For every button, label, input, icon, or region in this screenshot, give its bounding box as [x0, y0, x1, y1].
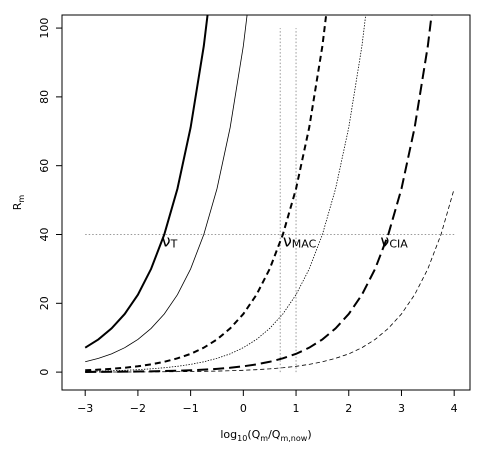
x-axis-label-part: m: [260, 434, 268, 443]
series-line: [85, 15, 328, 372]
annotation-sub: T: [170, 237, 178, 250]
series-line: [84, 15, 209, 349]
y-tick-label: 100: [38, 18, 51, 39]
annotation-symbol: ν: [283, 231, 292, 250]
x-tick-label: −2: [130, 402, 146, 415]
y-tick-label: 80: [38, 90, 51, 104]
y-axis-label-part: m: [17, 195, 26, 203]
annotation-sub: MAC: [292, 237, 317, 250]
y-tick-label: 20: [38, 296, 51, 310]
series-line: [85, 188, 455, 373]
annotation-symbol: ν: [380, 231, 389, 250]
y-tick-label: 0: [38, 369, 51, 376]
annotation-symbol: ν: [162, 231, 171, 250]
annotation: νMAC: [283, 231, 317, 251]
x-tick-label: 4: [451, 402, 458, 415]
plot-frame: [61, 14, 471, 391]
x-axis-label: log10(Qm/Qm,now): [220, 428, 311, 443]
annotation-sub: CIA: [389, 237, 408, 250]
y-axis-label-part: R: [11, 202, 24, 210]
y-tick-label: 60: [38, 159, 51, 173]
y-axis-label: Rm: [11, 195, 26, 211]
plot-area: [84, 15, 455, 373]
x-axis-label-part: m,now: [280, 434, 307, 443]
x-tick-label: −3: [77, 402, 93, 415]
annotation: νT: [162, 231, 178, 251]
x-axis-label-part: log: [220, 428, 237, 441]
x-axis-label-part: ): [307, 428, 311, 441]
annotation: νCIA: [380, 231, 408, 251]
x-tick-label: 1: [293, 402, 300, 415]
x-axis-label-part: (Q: [247, 428, 260, 441]
y-tick-label: 40: [38, 227, 51, 241]
x-axis-label-part: /Q: [268, 428, 281, 441]
x-axis-label-part: 10: [237, 434, 247, 443]
x-tick-label: −1: [183, 402, 199, 415]
x-tick-label: 3: [398, 402, 405, 415]
series-line: [85, 15, 433, 373]
x-tick-label: 0: [240, 402, 247, 415]
series-line: [85, 15, 248, 363]
x-tick-label: 2: [345, 402, 352, 415]
series-line: [85, 15, 367, 372]
